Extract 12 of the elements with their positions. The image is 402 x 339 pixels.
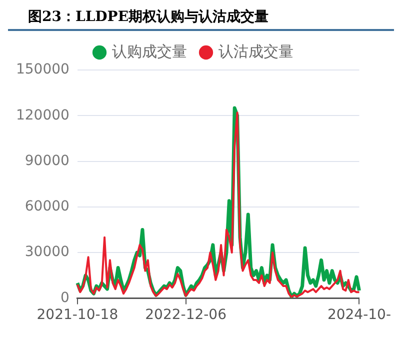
y-tick-label: 60000 — [24, 198, 70, 215]
x-tick-label: 2021-10-18 — [36, 307, 118, 324]
y-tick-label: 120000 — [16, 107, 70, 124]
y-tick-label: 150000 — [16, 62, 70, 78]
legend-label: 认沽成交量 — [218, 42, 294, 60]
y-tick-label: 90000 — [24, 152, 70, 169]
legend-label: 认购成交量 — [112, 42, 187, 60]
chart-title: 图23：LLDPE期权认购与认沽成交量 — [8, 8, 394, 31]
y-tick-label: 0 — [60, 290, 70, 306]
y-tick-label: 30000 — [24, 244, 70, 260]
x-tick-label: 2024-10- — [327, 307, 391, 324]
x-tick-label: 2022-12-06 — [145, 307, 227, 324]
